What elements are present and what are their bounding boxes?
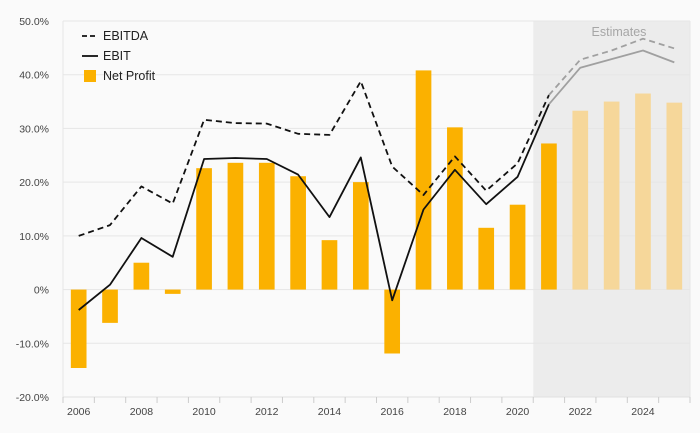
estimates-label: Estimates [592,25,647,39]
net-profit-bar [541,143,557,290]
net-profit-bar [666,102,683,290]
net-profit-bar [447,127,463,290]
y-tick-label: 50.0% [19,16,49,28]
y-tick-label: 0% [34,285,49,297]
net-profit-bar [635,93,651,290]
y-tick-label: -10.0% [16,338,49,350]
ebit-line-actual [78,103,550,311]
net-profit-bar [102,289,118,323]
y-tick-label: 30.0% [19,123,49,135]
x-tick-label: 2022 [569,406,593,418]
x-tick-label: 2020 [506,406,530,418]
ebitda-line-estimate [548,37,675,96]
net-profit-bar [227,162,244,290]
net-profit-bar [196,168,212,290]
x-tick-label: 2010 [192,406,216,418]
legend-label-ebitda: EBITDA [103,29,149,43]
net-profit-bar [415,70,432,290]
ebitda-line-actual [78,80,550,237]
net-profit-bar [164,289,181,294]
ebit-line-estimate [548,49,675,105]
x-tick-label: 2018 [443,406,467,418]
net-profit-bar [352,182,369,290]
y-tick-label: 20.0% [19,177,49,189]
legend: EBITDA EBIT Net Profit [82,29,156,83]
x-tick-label: 2006 [67,406,91,418]
net-profit-bar [321,240,338,290]
net-profit-bar [572,110,589,290]
legend-label-net-profit: Net Profit [103,69,156,83]
net-profit-bar [603,101,620,290]
net-profit-bar [478,227,495,290]
x-tick-label: 2016 [380,406,404,418]
x-tick-label: 2012 [255,406,279,418]
net-profit-bar [384,289,401,354]
x-tick-label: 2024 [631,406,655,418]
legend-swatch-net-profit [84,70,96,82]
x-tick-label: 2008 [130,406,154,418]
series-lines [78,37,675,311]
x-axis: 2006 2008 2010 2012 2014 2016 2018 2020 2022 2024 [62,396,691,418]
net-profit-bar [509,204,526,290]
y-tick-label: 10.0% [19,231,49,243]
y-axis-ticks: 50.0% 40.0% 30.0% 20.0% 10.0% 0% -10.0% -20.0% [16,16,49,404]
legend-label-ebit: EBIT [103,49,131,63]
x-tick-label: 2014 [318,406,342,418]
net-profit-bar [258,162,275,290]
y-tick-label: 40.0% [19,70,49,82]
net-profit-bar [133,262,150,290]
net-profit-bar [70,289,87,368]
net-profit-bar [290,176,306,290]
y-tick-label: -20.0% [16,392,49,404]
net-profit-bars [70,70,683,368]
